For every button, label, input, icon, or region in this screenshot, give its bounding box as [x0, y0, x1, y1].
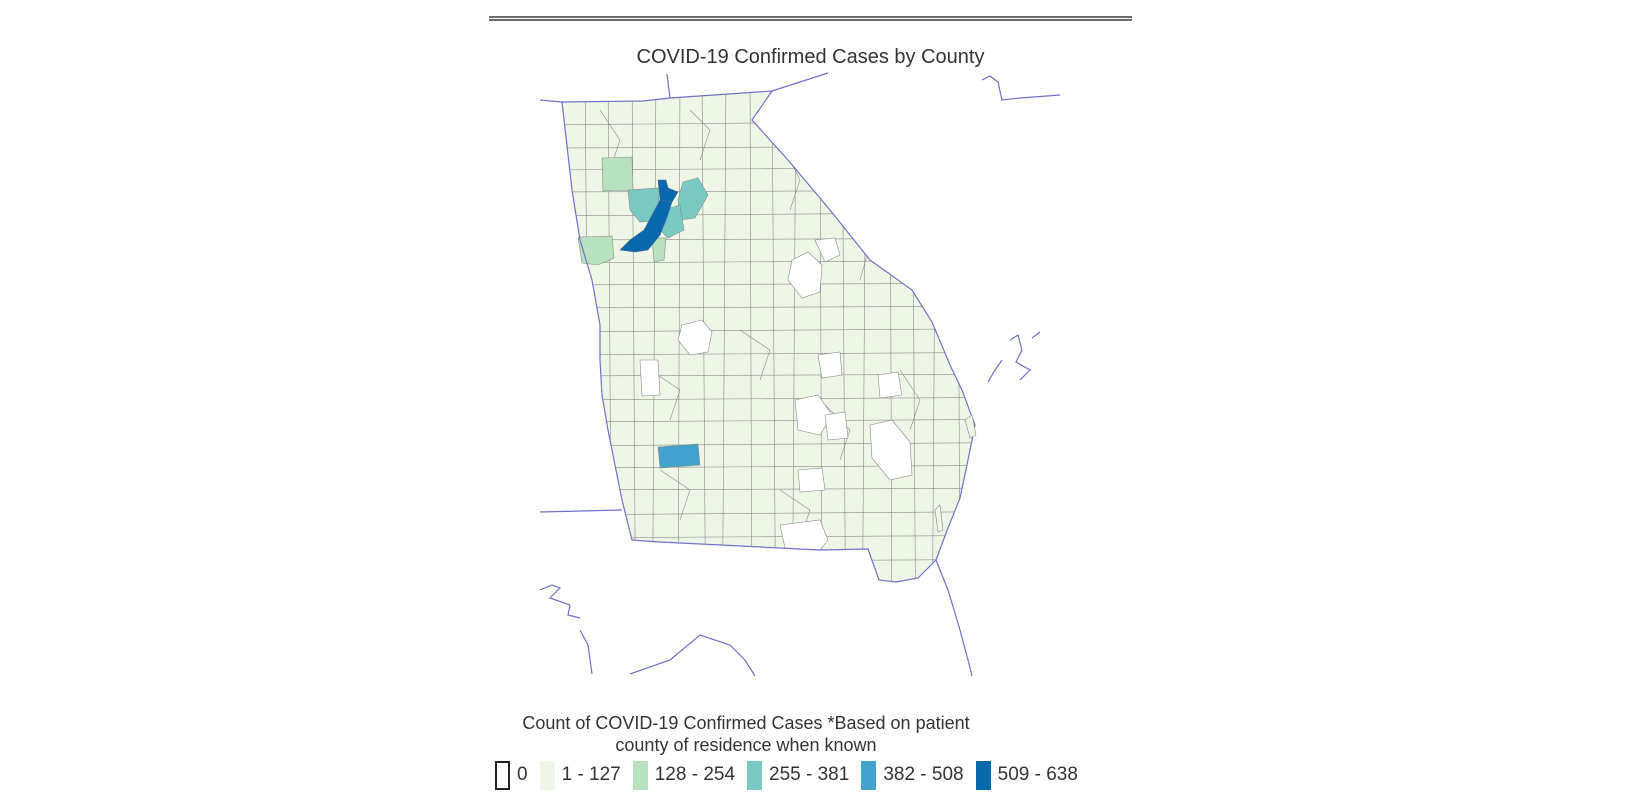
georgia-state-outline — [561, 90, 976, 583]
legend-item-0[interactable]: 0 — [495, 760, 528, 790]
legend-title: Count of COVID-19 Confirmed Cases *Based… — [496, 712, 996, 756]
legend-item-4[interactable]: 382 - 508 — [861, 760, 964, 790]
map-title: COVID-19 Confirmed Cases by County — [636, 46, 985, 68]
legend-label-1: 1 - 127 — [561, 764, 621, 785]
legend-label-5: 509 - 638 — [997, 764, 1078, 785]
legend-swatch-4 — [861, 760, 877, 790]
neighbor-borders — [540, 72, 1061, 677]
counties-509-638[interactable] — [619, 179, 679, 253]
legend: 0 1 - 127 128 - 254 255 - 381 382 - 508 … — [495, 759, 1090, 791]
legend-label-2: 128 - 254 — [654, 764, 736, 785]
counties-128-254[interactable] — [577, 156, 667, 266]
choropleth-map[interactable] — [540, 70, 1080, 680]
legend-title-line-2: county of residence when known — [615, 735, 877, 755]
legend-swatch-0 — [495, 760, 510, 790]
legend-item-2[interactable]: 128 - 254 — [632, 760, 736, 790]
legend-item-1[interactable]: 1 - 127 — [539, 760, 621, 790]
legend-item-5[interactable]: 509 - 638 — [975, 760, 1078, 790]
legend-title-line-1: Count of COVID-19 Confirmed Cases *Based… — [522, 713, 970, 733]
legend-swatch-1 — [539, 760, 555, 790]
legend-label-0: 0 — [517, 764, 528, 785]
legend-item-3[interactable]: 255 - 381 — [747, 760, 850, 790]
counties-382-508[interactable] — [657, 443, 701, 469]
legend-swatch-3 — [747, 760, 763, 790]
coastal-islands — [934, 414, 977, 533]
legend-swatch-5 — [975, 760, 991, 790]
counties-zero-cases[interactable] — [639, 237, 913, 551]
legend-swatch-2 — [632, 760, 648, 790]
legend-label-3: 255 - 381 — [769, 764, 850, 785]
top-divider — [489, 16, 1132, 21]
legend-label-4: 382 - 508 — [883, 764, 964, 785]
